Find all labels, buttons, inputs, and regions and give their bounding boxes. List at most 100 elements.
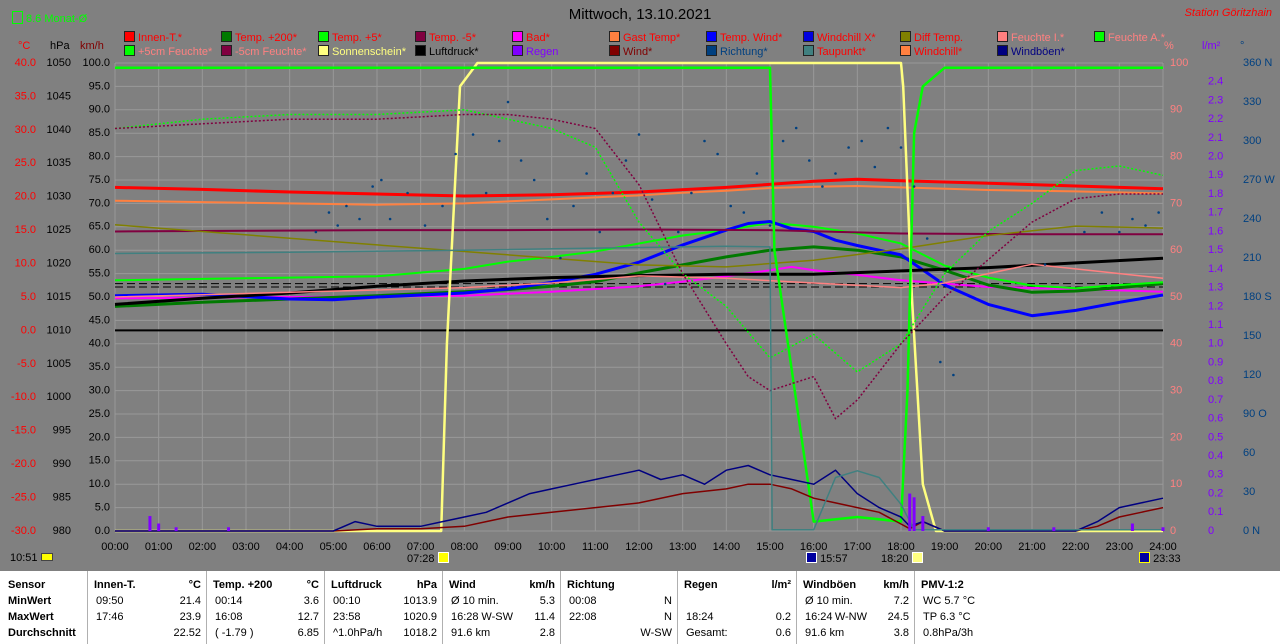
tick-label-time: 20:00 bbox=[975, 541, 1003, 553]
tick-label-time: 01:00 bbox=[145, 541, 173, 553]
richtung-point bbox=[663, 282, 667, 286]
legend-item: Luftdruck* bbox=[415, 45, 479, 59]
richtung-point bbox=[611, 191, 615, 195]
tick-label-direction: 30 bbox=[1243, 486, 1255, 498]
tick-label-pressure: 990 bbox=[53, 458, 71, 470]
legend-label: Temp. +200* bbox=[235, 32, 298, 44]
legend-label: Windchill X* bbox=[817, 32, 876, 44]
tick-label-pressure: 1010 bbox=[47, 324, 71, 336]
richtung-point bbox=[380, 178, 383, 182]
tick-label-rain: 1.0 bbox=[1208, 338, 1223, 350]
tick-label-wind: 95.0 bbox=[89, 80, 110, 92]
legend-item: Temp. Wind* bbox=[706, 31, 782, 45]
legend-swatch bbox=[318, 31, 329, 42]
legend-swatch bbox=[221, 45, 232, 56]
legend-swatch bbox=[900, 45, 911, 56]
tick-label-temp: -10.0 bbox=[11, 391, 36, 403]
legend-item: Diff Temp. bbox=[900, 31, 963, 45]
richtung-point bbox=[506, 100, 510, 104]
legend-item: Feuchte I.* bbox=[997, 31, 1064, 45]
richtung-point bbox=[860, 139, 863, 143]
tick-label-temp: -25.0 bbox=[11, 491, 36, 503]
richtung-point bbox=[939, 360, 942, 364]
legend-label: +5cm Feuchte* bbox=[138, 46, 213, 58]
station-name: Station Göritzhain bbox=[1184, 7, 1272, 19]
tick-label-percent: 50 bbox=[1170, 291, 1182, 303]
richtung-point bbox=[358, 217, 361, 221]
series-line-10 bbox=[115, 61, 1163, 533]
legend-swatch bbox=[1094, 31, 1105, 42]
richtung-point bbox=[423, 224, 427, 227]
tick-label-direction: 0 N bbox=[1243, 525, 1260, 537]
stats-value: 3.6 bbox=[303, 595, 319, 607]
richtung-point bbox=[388, 217, 392, 221]
legend-label: Wind* bbox=[623, 46, 653, 58]
stats-time: 91.6 km bbox=[805, 627, 845, 639]
legend-swatch bbox=[997, 31, 1008, 42]
tick-label-time: 10:00 bbox=[538, 541, 566, 553]
tick-label-temp: -30.0 bbox=[11, 525, 36, 537]
tick-label-pressure: 980 bbox=[53, 525, 71, 537]
tick-label-temp: 30.0 bbox=[15, 124, 36, 136]
tick-label-temp: -15.0 bbox=[11, 425, 36, 437]
tick-label-time: 23:00 bbox=[1106, 541, 1134, 553]
tick-label-percent: 30 bbox=[1170, 385, 1182, 397]
series-line-9 bbox=[114, 263, 1164, 298]
unit-direction: ° bbox=[1240, 40, 1245, 52]
tick-label-rain: 1.3 bbox=[1208, 282, 1223, 294]
tick-label-time: 04:00 bbox=[276, 541, 304, 553]
legend-swatch bbox=[512, 31, 523, 42]
tick-label-pressure: 1005 bbox=[47, 358, 71, 370]
sunrise-time: 07:28 bbox=[407, 553, 435, 565]
tick-label-direction: 90 O bbox=[1243, 408, 1267, 420]
tick-label-rain: 2.4 bbox=[1208, 76, 1223, 88]
legend-label: Gast Temp* bbox=[623, 32, 681, 44]
richtung-point bbox=[808, 159, 811, 162]
stats-value: W-SW bbox=[640, 627, 672, 639]
unit-kmh: km/h bbox=[80, 40, 104, 52]
legend-swatch bbox=[124, 31, 135, 42]
tick-label-rain: 0.1 bbox=[1208, 506, 1223, 518]
legend-item: Wind* bbox=[609, 45, 652, 59]
legend-swatch bbox=[803, 31, 814, 42]
richtung-point bbox=[1043, 263, 1047, 266]
stats-value: 3.8 bbox=[893, 627, 909, 639]
tick-label-direction: 240 bbox=[1243, 213, 1261, 225]
tick-label-rain: 1.8 bbox=[1208, 188, 1223, 200]
legend-label: Diff Temp. bbox=[914, 32, 964, 44]
legend-swatch bbox=[900, 31, 911, 42]
legend-item: +5cm Feuchte* bbox=[124, 45, 212, 59]
stats-value: 7.2 bbox=[893, 595, 909, 607]
tick-label-temp: 15.0 bbox=[15, 224, 36, 236]
stats-time: 09:50 bbox=[96, 595, 124, 607]
tick-label-time: 03:00 bbox=[232, 541, 260, 553]
legend-swatch bbox=[124, 45, 135, 56]
tick-label-rain: 2.3 bbox=[1208, 94, 1223, 106]
stats-time: 23:58 bbox=[333, 611, 361, 623]
tick-label-time: 05:00 bbox=[320, 541, 348, 553]
tick-label-rain: 0.6 bbox=[1208, 413, 1223, 425]
tick-label-pressure: 1025 bbox=[47, 224, 71, 236]
stats-unit: l/m² bbox=[771, 579, 791, 591]
stats-value: 21.4 bbox=[179, 595, 201, 607]
tick-label-rain: 1.5 bbox=[1208, 244, 1223, 256]
tick-label-temp: 20.0 bbox=[15, 191, 36, 203]
tick-label-percent: 80 bbox=[1170, 151, 1182, 163]
tick-label-rain: 0.4 bbox=[1208, 450, 1223, 462]
tick-label-rain: 0.9 bbox=[1208, 356, 1223, 368]
stats-direction: W-SW bbox=[481, 611, 513, 623]
tick-label-wind: 80.0 bbox=[89, 151, 110, 163]
stats-header: Luftdruck bbox=[331, 579, 382, 591]
moon-icon bbox=[40, 553, 53, 561]
legend-swatch bbox=[609, 31, 620, 42]
legend-swatch bbox=[609, 45, 620, 56]
stats-row-label: MinWert bbox=[8, 595, 52, 607]
tick-label-rain: 1.7 bbox=[1208, 207, 1223, 219]
tick-label-temp: 35.0 bbox=[15, 90, 36, 102]
stats-unit: hPa bbox=[416, 579, 437, 591]
tick-label-rain: 0.7 bbox=[1208, 394, 1223, 406]
tick-label-temp: -20.0 bbox=[11, 458, 36, 470]
series-line-1 bbox=[114, 185, 1164, 206]
stats-time: 91.6 km bbox=[451, 627, 491, 639]
series-line-0 bbox=[114, 177, 1164, 198]
